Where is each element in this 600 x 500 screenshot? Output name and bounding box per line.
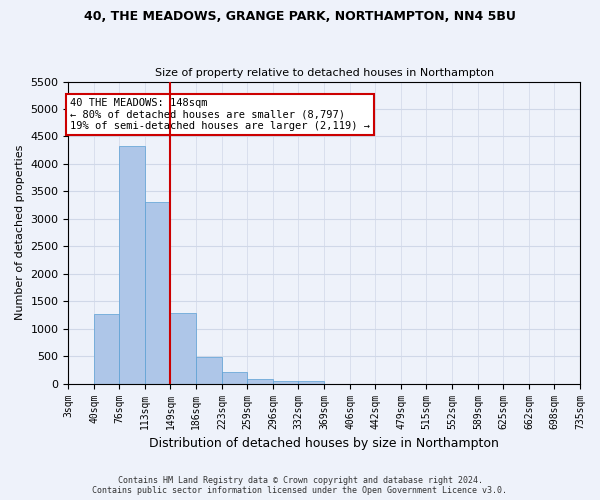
Text: Contains HM Land Registry data © Crown copyright and database right 2024.
Contai: Contains HM Land Registry data © Crown c… bbox=[92, 476, 508, 495]
Bar bbox=[298, 381, 324, 384]
Bar bbox=[196, 357, 222, 384]
Text: 40, THE MEADOWS, GRANGE PARK, NORTHAMPTON, NN4 5BU: 40, THE MEADOWS, GRANGE PARK, NORTHAMPTO… bbox=[84, 10, 516, 23]
Bar bbox=[247, 379, 273, 384]
Bar bbox=[145, 202, 170, 384]
X-axis label: Distribution of detached houses by size in Northampton: Distribution of detached houses by size … bbox=[149, 437, 499, 450]
Bar bbox=[170, 314, 196, 384]
Bar bbox=[222, 372, 247, 384]
Bar bbox=[94, 314, 119, 384]
Text: 40 THE MEADOWS: 148sqm
← 80% of detached houses are smaller (8,797)
19% of semi-: 40 THE MEADOWS: 148sqm ← 80% of detached… bbox=[70, 98, 370, 131]
Bar bbox=[273, 380, 298, 384]
Bar bbox=[119, 146, 145, 384]
Y-axis label: Number of detached properties: Number of detached properties bbox=[15, 145, 25, 320]
Title: Size of property relative to detached houses in Northampton: Size of property relative to detached ho… bbox=[155, 68, 494, 78]
